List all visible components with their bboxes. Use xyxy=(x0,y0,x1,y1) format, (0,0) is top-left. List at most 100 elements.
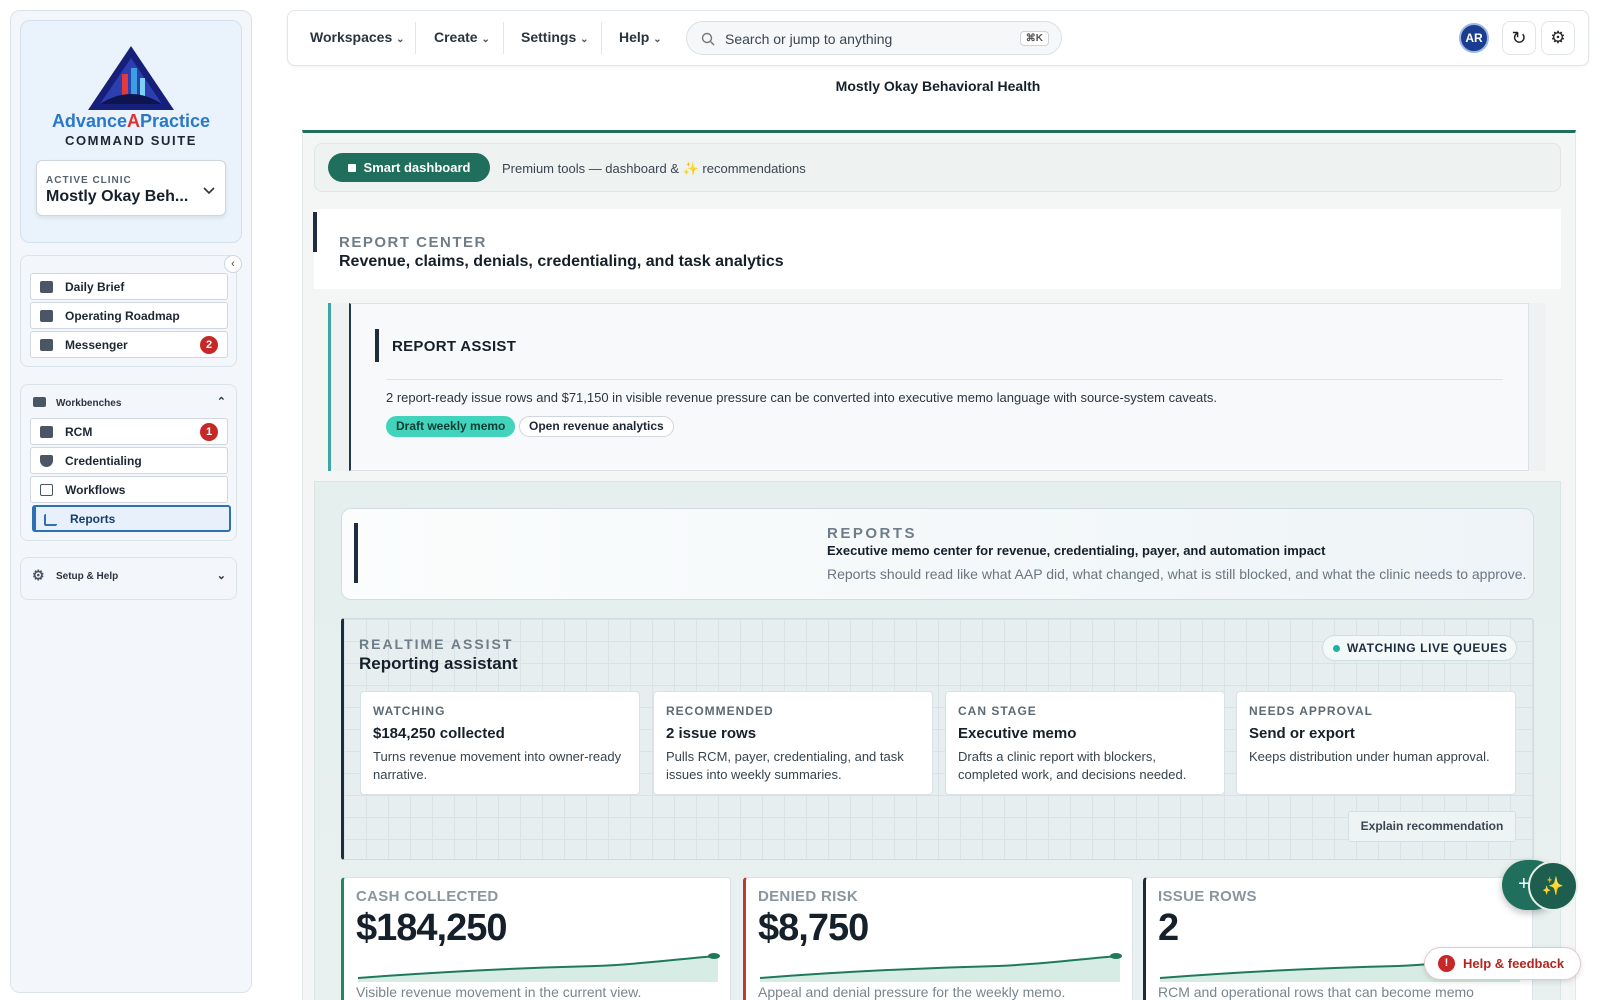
action-button[interactable]: Draft weekly memo xyxy=(386,416,516,437)
assist-card: NEEDS APPROVAL Send or export Keeps distri… xyxy=(1236,691,1516,795)
nav-icon xyxy=(40,281,53,293)
refresh-button[interactable]: ↻ xyxy=(1502,21,1536,55)
chevron-icon xyxy=(203,187,215,195)
explain-button[interactable]: Explain recommendation xyxy=(1348,811,1516,842)
nav-label: Workflows xyxy=(65,482,126,497)
nav-label: Reports xyxy=(70,511,116,526)
button-label: Smart dashboard xyxy=(363,160,471,175)
nav-label: RCM xyxy=(65,424,93,439)
menu[interactable]: Settings ⌄ xyxy=(521,29,589,45)
card-label: RECOMMENDED xyxy=(666,704,774,718)
report-assist-title: REPORT ASSIST xyxy=(392,338,517,355)
assist-card: RECOMMENDED 2 issue rows Pulls RCM, payer,… xyxy=(653,691,933,795)
assist-card: WATCHING $184,250 collected Turns revenue … xyxy=(360,691,640,795)
nav-item[interactable]: Credentialing xyxy=(30,447,228,474)
avatar[interactable]: AR xyxy=(1459,23,1489,53)
nav-item[interactable]: Workflows xyxy=(30,476,228,503)
card-text: Keeps distribution under human approval. xyxy=(1249,749,1490,764)
status-label: WATCHING LIVE QUEUES xyxy=(1347,641,1508,655)
chevron-icon: ⌄ xyxy=(396,34,405,45)
nav-item[interactable]: RCM 1 xyxy=(30,418,228,445)
chevron-icon: ⌄ xyxy=(481,34,490,45)
section-icon xyxy=(33,397,46,407)
menu-label: Help xyxy=(619,29,650,45)
action-button[interactable]: Open revenue analytics xyxy=(519,416,674,437)
divider xyxy=(601,22,602,54)
reports-header xyxy=(341,508,1534,600)
divider xyxy=(415,22,416,54)
nav-item-active[interactable]: Reports xyxy=(32,505,231,532)
shortcut-hint: ⌘K xyxy=(1019,31,1049,46)
kpi-label: CASH COLLECTED xyxy=(356,888,499,905)
realtime-title: Reporting assistant xyxy=(359,654,518,673)
clinic-title: Mostly Okay Behavioral Health xyxy=(835,78,1041,94)
kpi-note: RCM and operational rows that can become… xyxy=(1158,984,1474,1000)
brand-name-part: Advance xyxy=(51,111,127,131)
nav-icon xyxy=(40,339,53,351)
kpi-card: CASH COLLECTED $184,250 Visible revenue … xyxy=(341,877,731,1000)
status-pill: WATCHING LIVE QUEUES xyxy=(1322,635,1517,661)
smart-dashboard-button[interactable]: Smart dashboard xyxy=(328,153,490,182)
search-box[interactable]: Search or jump to anything ⌘K xyxy=(686,21,1062,55)
nav-item[interactable]: Daily Brief xyxy=(30,273,228,300)
reports-text: Reports should read like what AAP did, w… xyxy=(827,566,1527,582)
brand-subtitle: COMMAND SUITE xyxy=(64,133,198,148)
assist-card: CAN STAGE Executive memo Drafts a clinic r… xyxy=(945,691,1225,795)
menu-label: Create xyxy=(434,29,478,45)
setup-card xyxy=(20,557,237,600)
settings-button[interactable]: ⚙ xyxy=(1541,21,1575,55)
chevron-icon: ⌄ xyxy=(216,570,226,582)
brand-name-part: A xyxy=(126,111,140,131)
sparkline xyxy=(759,953,1122,982)
accent-bar xyxy=(375,329,379,362)
chevron-icon: ⌃ xyxy=(216,396,226,408)
help-button[interactable]: ! Help & feedback xyxy=(1424,947,1581,980)
nav-label: Messenger xyxy=(65,337,128,352)
menu[interactable]: Help ⌄ xyxy=(619,29,662,45)
nav-label: Credentialing xyxy=(65,453,142,468)
kpi-value: $8,750 xyxy=(758,907,869,949)
kpi-card: DENIED RISK $8,750 Appeal and denial pre… xyxy=(743,877,1133,1000)
nav-icon xyxy=(40,455,53,467)
nav-item[interactable]: Operating Roadmap xyxy=(30,302,228,329)
kpi-card: ISSUE ROWS 2 RCM and operational rows th… xyxy=(1143,877,1533,1000)
card-title: Executive memo xyxy=(958,725,1077,742)
clinic-label: ACTIVE CLINIC xyxy=(46,175,132,186)
card-label: WATCHING xyxy=(373,704,446,718)
clinic-selector[interactable]: ACTIVE CLINIC Mostly Okay Beh... xyxy=(36,160,226,216)
card-title: Send or export xyxy=(1249,725,1355,742)
kpi-note: Visible revenue movement in the current … xyxy=(356,984,642,1000)
search-placeholder: Search or jump to anything xyxy=(725,31,893,47)
badge: 1 xyxy=(200,423,218,441)
collapse-button[interactable]: ‹ xyxy=(224,255,242,273)
accent-bar xyxy=(354,523,358,583)
menu[interactable]: Workspaces ⌄ xyxy=(310,29,405,45)
nav-item[interactable]: Messenger 2 xyxy=(30,331,228,358)
report-center xyxy=(314,209,1561,289)
menu[interactable]: Create ⌄ xyxy=(434,29,490,45)
chevron-icon: ⌄ xyxy=(653,34,662,45)
section-title: Setup & Help xyxy=(56,570,119,582)
card-title: 2 issue rows xyxy=(666,725,757,742)
button-icon xyxy=(347,163,356,172)
logo xyxy=(88,46,174,110)
nav-icon xyxy=(40,484,53,496)
nav-icon xyxy=(44,514,57,526)
reports-eyebrow: REPORTS xyxy=(827,525,918,542)
nav-icon xyxy=(40,310,53,322)
workbenches-header[interactable]: Workbenches ⌃ xyxy=(30,394,228,412)
divider xyxy=(386,379,1503,380)
nav-icon xyxy=(40,426,53,438)
sparkline xyxy=(357,953,720,982)
assistant-button[interactable]: ✨ xyxy=(1528,861,1578,911)
setup-header[interactable]: ⚙ Setup & Help ⌄ xyxy=(30,567,228,585)
menu-label: Workspaces xyxy=(310,29,393,45)
alert-icon: ! xyxy=(1438,955,1455,972)
card-text: Turns revenue movement into owner-ready … xyxy=(373,749,622,782)
realtime-eyebrow: REALTIME ASSIST xyxy=(359,636,514,652)
card-text: Drafts a clinic report with blockers, co… xyxy=(958,749,1187,782)
smart-dashboard-bar xyxy=(314,143,1561,192)
kpi-label: DENIED RISK xyxy=(758,888,858,905)
